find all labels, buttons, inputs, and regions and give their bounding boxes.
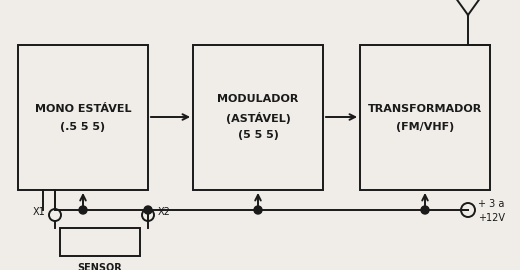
Text: X2: X2 bbox=[158, 207, 171, 217]
Text: (ASTÁVEL): (ASTÁVEL) bbox=[226, 112, 291, 123]
Circle shape bbox=[79, 206, 87, 214]
Text: +12V: +12V bbox=[478, 213, 505, 223]
Bar bbox=[193, 45, 323, 190]
Text: (FM/VHF): (FM/VHF) bbox=[396, 122, 454, 131]
Circle shape bbox=[144, 206, 152, 214]
Text: (.5 5 5): (.5 5 5) bbox=[60, 122, 106, 131]
Bar bbox=[60, 228, 140, 256]
Circle shape bbox=[421, 206, 429, 214]
Bar bbox=[18, 45, 148, 190]
Text: MODULADOR: MODULADOR bbox=[217, 94, 298, 104]
Text: (5 5 5): (5 5 5) bbox=[238, 130, 278, 140]
Text: X1: X1 bbox=[32, 207, 45, 217]
Text: SENSOR: SENSOR bbox=[77, 263, 122, 270]
Text: + 3 a: + 3 a bbox=[478, 199, 504, 209]
Text: MONO ESTÁVEL: MONO ESTÁVEL bbox=[35, 103, 131, 113]
Text: TRANSFORMADOR: TRANSFORMADOR bbox=[368, 103, 482, 113]
Bar bbox=[360, 45, 490, 190]
Circle shape bbox=[254, 206, 262, 214]
